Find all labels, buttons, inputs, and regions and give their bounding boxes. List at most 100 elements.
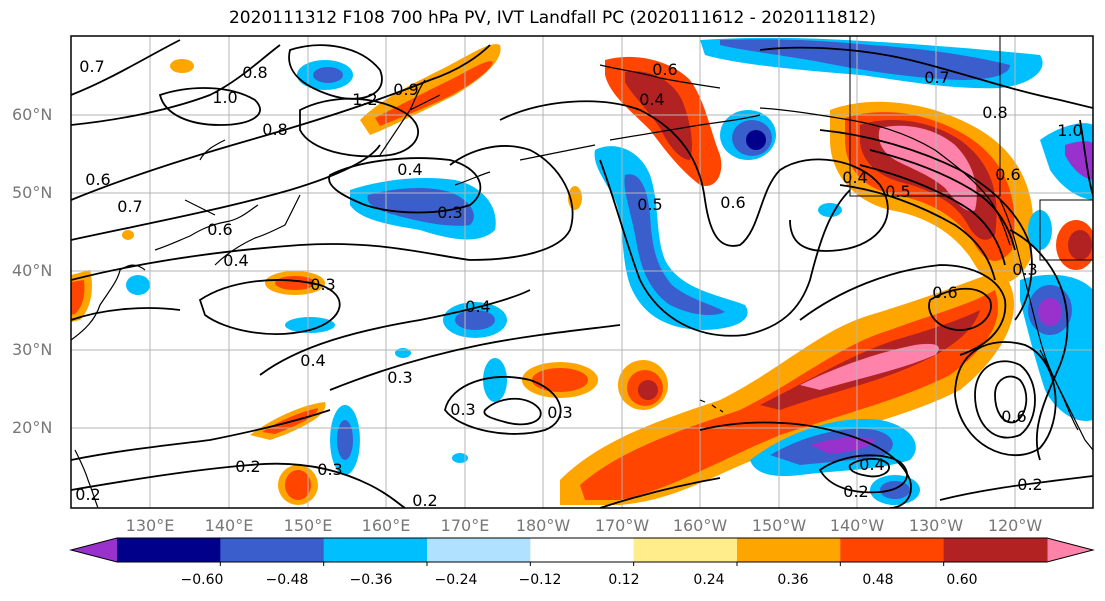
contour-label: 0.4	[639, 90, 664, 109]
contour-label: 0.7	[924, 68, 949, 87]
ivt-contour	[974, 360, 1036, 439]
colorbar-tick-label: 0.12	[608, 572, 640, 588]
colorbar-tick-label: −0.24	[434, 572, 478, 588]
ivt-contour	[928, 287, 992, 331]
ivt-contour	[71, 39, 181, 96]
lon-label: 140°E	[204, 516, 254, 535]
contour-label: 0.2	[843, 482, 868, 501]
ivt-contour	[71, 144, 381, 241]
contour-label: 0.8	[262, 120, 287, 139]
ivt-contours	[71, 39, 1093, 508]
contour-label: 0.5	[637, 195, 662, 214]
border-box	[1039, 199, 1093, 261]
contour-label: 0.4	[859, 455, 884, 474]
ivt-contour	[939, 475, 1093, 501]
colorbar-right-extension	[1047, 538, 1093, 562]
ivt-contour	[444, 376, 562, 435]
ivt-contour	[71, 44, 491, 201]
pv-positive-blob	[1068, 230, 1092, 260]
ivt-contour	[483, 397, 542, 426]
ivt-contour	[759, 46, 1093, 109]
pv-fill-layer	[71, 37, 1093, 505]
ivt-contour	[819, 129, 1033, 321]
contour-label: 0.3	[317, 460, 342, 479]
ivt-contour	[158, 87, 261, 126]
pv-negative-blob	[337, 420, 353, 460]
contour-label-layer: 0.7 0.8 1.0 1.2 0.9 0.8 0.6 0.7 0.6 0.4 …	[75, 57, 1082, 510]
pv-negative-blob	[313, 67, 343, 83]
ivt-contour	[71, 145, 574, 281]
lat-label: 40°N	[12, 261, 53, 280]
colorbar	[69, 537, 1095, 566]
contour-label: 0.2	[235, 457, 260, 476]
ivt-contour	[859, 164, 1006, 266]
contour-label: 0.3	[437, 203, 462, 222]
contour-label: 0.4	[842, 168, 867, 187]
map-frame	[70, 35, 1094, 509]
ivt-contour	[288, 44, 383, 100]
contour-label: 1.0	[1057, 121, 1082, 140]
ivt-contour	[259, 289, 531, 376]
ivt-contour	[869, 149, 1016, 251]
contour-label: 0.2	[75, 485, 100, 504]
pv-negative-south-core	[810, 437, 875, 454]
colorbar-cell	[323, 538, 428, 562]
colorbar-cell	[633, 538, 738, 562]
colorbar-cell	[737, 538, 841, 562]
pv-negative-central-inner	[624, 174, 725, 316]
colorbar-cell	[840, 538, 945, 562]
colorbar-cell	[427, 538, 531, 562]
contour-label: 0.7	[79, 57, 104, 76]
pv-negative-blob	[285, 317, 335, 333]
colorbar-tick-label: −0.48	[265, 572, 309, 588]
lon-label: 180°W	[515, 516, 571, 535]
pv-positive-blob	[122, 230, 134, 240]
lon-label: 150°E	[283, 516, 333, 535]
border-box	[849, 36, 1001, 197]
lat-label: 50°N	[12, 183, 53, 202]
lon-label: 160°W	[672, 516, 728, 535]
ivt-contour	[699, 421, 912, 508]
contour-label: 0.4	[465, 297, 490, 316]
pv-negative-blob	[880, 481, 910, 499]
contour-label: 0.6	[1001, 407, 1026, 426]
colorbar-cell	[117, 538, 221, 562]
colorbar-cell	[943, 538, 1048, 562]
ivt-contour	[818, 454, 908, 494]
coastline-baja	[1039, 349, 1079, 431]
contour-label: 0.5	[885, 182, 910, 201]
colorbar-tick-label: −0.36	[349, 572, 393, 588]
contour-label: 0.3	[310, 275, 335, 294]
contour-label: 0.3	[387, 368, 412, 387]
coastlines	[71, 36, 1093, 508]
colorbar-tick-label: 0.48	[862, 572, 894, 588]
ivt-contour	[71, 44, 281, 126]
pv-positive-bering-core	[625, 71, 693, 160]
colorbar-cell	[530, 538, 635, 562]
ivt-contour	[71, 279, 341, 335]
colorbar-left-extension	[71, 538, 117, 562]
ivt-contour	[299, 97, 419, 158]
colorbar-cell	[220, 538, 325, 562]
pv-negative-arctic-inner	[720, 39, 1010, 80]
pv-negative-blob	[746, 130, 766, 150]
coastline-north-america	[999, 199, 1093, 451]
lon-label: 130°W	[908, 516, 964, 535]
pv-positive-blob	[638, 380, 658, 400]
figure-title: 2020111312 F108 700 hPa PV, IVT Landfall…	[228, 8, 876, 28]
ivt-contour	[848, 457, 890, 478]
contour-label: 0.7	[117, 197, 142, 216]
lon-label: 170°E	[440, 516, 490, 535]
contour-label: 0.8	[242, 63, 267, 82]
ivt-contour	[328, 157, 482, 214]
contour-label: 0.3	[1012, 260, 1037, 279]
contour-label: 0.6	[995, 165, 1020, 184]
pv-negative-blob	[452, 453, 468, 463]
lon-label: 130°E	[125, 516, 175, 535]
pv-positive-blob	[532, 368, 588, 392]
contour-label: 0.2	[412, 491, 437, 510]
contour-label: 0.3	[450, 400, 475, 419]
pv-positive-blob	[71, 280, 85, 315]
contour-label: 0.3	[547, 403, 572, 422]
lat-label: 60°N	[12, 105, 53, 124]
